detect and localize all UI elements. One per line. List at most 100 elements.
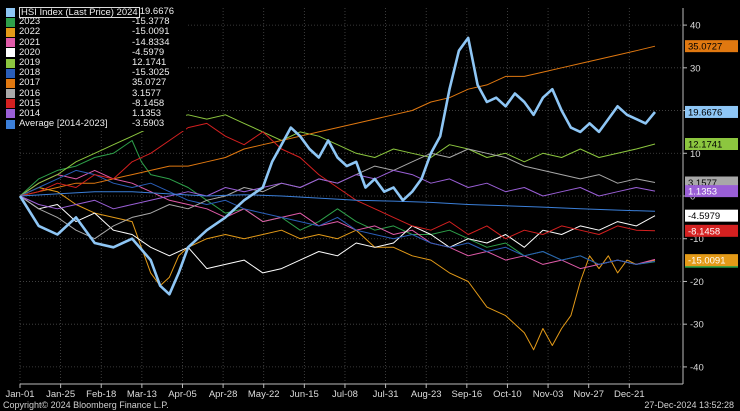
legend-label: 2014 — [19, 107, 41, 119]
legend-swatch — [6, 27, 15, 37]
legend-value: -15.3025 — [132, 67, 170, 79]
legend-item: 2023 -15.3778 — [6, 16, 184, 28]
x-tick-label: May-22 — [248, 389, 280, 400]
x-tick-label: Nov-27 — [573, 389, 604, 400]
value-label-text: 12.1741 — [688, 140, 722, 151]
legend-swatch — [6, 17, 15, 27]
grid-lines — [19, 8, 683, 384]
value-label-text: 3.1577 — [688, 178, 717, 189]
legend-value: 1.1353 — [132, 107, 162, 119]
legend-value: 3.1577 — [132, 87, 162, 99]
legend-swatch — [6, 109, 15, 119]
x-tick-label: Jun-15 — [290, 389, 319, 400]
series-line — [19, 169, 656, 210]
legend-item: 2015 -8.1458 — [6, 97, 184, 109]
legend-item: 2020 -4.5979 — [6, 46, 184, 58]
value-label: -15.0091 — [685, 254, 738, 267]
legend-item: 2021 -14.8334 — [6, 36, 184, 48]
legend-value: 19.6676 — [139, 6, 175, 17]
series-line — [19, 122, 656, 240]
legend-label: 2018 — [19, 67, 41, 79]
legend-label: 2022 — [19, 26, 41, 38]
legend-label: 2017 — [19, 77, 41, 89]
series-line — [19, 187, 656, 351]
legend-value: -4.5979 — [132, 46, 165, 58]
legend-swatch — [6, 38, 15, 48]
legend-item: 2019 12.1741 — [6, 56, 184, 68]
series-line — [19, 114, 656, 197]
legend-item: 2016 3.1577 — [6, 87, 184, 99]
series-line — [19, 169, 656, 270]
value-label: -8.1458 — [685, 224, 738, 237]
value-label-text: -15.0091 — [688, 256, 726, 267]
copyright-text: Copyright© 2024 Bloomberg Finance L.P. — [3, 400, 169, 410]
x-tick-label: Jan-01 — [5, 389, 34, 400]
legend-value: -15.3778 — [132, 16, 170, 28]
legend-swatch — [6, 89, 15, 99]
legend-value: -8.1458 — [132, 97, 165, 109]
legend-label: 2023 — [19, 16, 41, 28]
value-label-box — [685, 185, 738, 198]
value-label-box — [685, 138, 738, 151]
x-tick-label: Oct-10 — [493, 389, 522, 400]
y-tick-label: -20 — [690, 277, 704, 288]
series-line — [19, 148, 656, 240]
series-line — [18, 36, 657, 296]
value-labels: 19.6676-15.3778-15.0091-4.597912.174135.… — [685, 40, 738, 268]
x-tick-label: Feb-18 — [86, 389, 116, 400]
legend-label: 2021 — [19, 36, 41, 48]
value-label: 35.0727 — [685, 40, 738, 53]
x-tick-label: Dec-21 — [614, 389, 645, 400]
series-line — [19, 191, 656, 212]
legend-swatch — [6, 7, 15, 17]
value-label-text: -8.1458 — [688, 226, 720, 237]
legend-label: 2016 — [19, 87, 41, 99]
legend-swatch — [6, 48, 15, 58]
x-tick-label: Aug-23 — [411, 389, 442, 400]
x-tick-label: Sep-16 — [452, 389, 483, 400]
legend-value: 35.0727 — [132, 77, 167, 89]
value-label: -4.5979 — [685, 209, 738, 222]
x-tick-label: Mar-13 — [127, 389, 157, 400]
legend-swatch — [6, 68, 15, 78]
legend-label: HSI Index (Last Price) 2024 — [19, 6, 140, 18]
x-tick-label: Nov-03 — [533, 389, 564, 400]
x-tick-label: Jul-08 — [332, 389, 358, 400]
value-label-box — [685, 40, 738, 53]
value-label: 19.6676 — [685, 105, 738, 118]
value-label-text: 1.1353 — [688, 187, 717, 198]
value-label-box — [685, 209, 738, 222]
value-label-text: 19.6676 — [688, 107, 722, 118]
legend-value: -3.5903 — [132, 118, 165, 130]
y-tick-label: 40 — [690, 21, 701, 32]
y-tick-label: 30 — [690, 63, 701, 74]
series-line — [19, 45, 656, 197]
legend-item: 2022 -15.0091 — [6, 27, 184, 37]
legend: HSI Index (Last Price) 2024 19.6676 2023 -1… — [3, 5, 186, 132]
y-tick-label: -30 — [690, 320, 704, 331]
legend-value: 12.1741 — [132, 56, 167, 68]
value-label-box — [685, 254, 738, 267]
value-label-box — [685, 224, 738, 237]
legend-item: 2017 35.0727 — [6, 78, 184, 88]
series-lines — [18, 36, 657, 351]
y-tick-label: 10 — [690, 149, 701, 160]
legend-swatch — [6, 99, 15, 109]
x-tick-label: Jul-31 — [373, 389, 399, 400]
value-label-box — [685, 105, 738, 118]
legend-swatch — [6, 78, 15, 88]
y-tick-label: -10 — [690, 234, 704, 245]
legend-item: 2018 -15.3025 — [6, 67, 184, 79]
timestamp-text: 27-Dec-2024 13:52:28 — [644, 400, 734, 410]
value-label: 1.1353 — [685, 185, 738, 198]
legend-swatch — [6, 119, 15, 129]
legend-label: 2020 — [19, 46, 41, 58]
series-line — [19, 169, 656, 265]
legend-label: Average [2014-2023] — [19, 118, 108, 130]
legend-value: -14.8334 — [132, 36, 170, 48]
x-tick-label: Apr-28 — [209, 389, 238, 400]
legend-item: Average [2014-2023] -3.5903 — [6, 118, 184, 130]
legend-item: 2014 1.1353 — [6, 107, 184, 119]
axes: 403020100-10-20-30-40Jan-01Jan-25Feb-18M… — [5, 8, 704, 400]
